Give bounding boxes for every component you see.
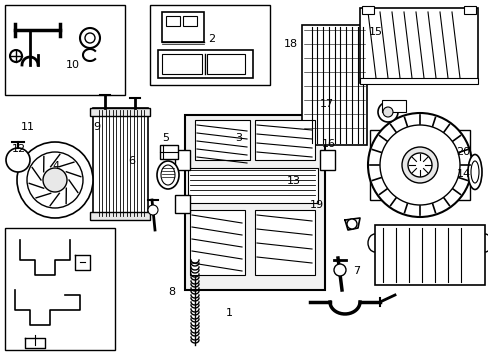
Bar [93, 108, 148, 218]
Text: 16: 16 [321, 139, 335, 149]
Bar [5, 5, 125, 95]
Bar [150, 5, 269, 85]
Ellipse shape [470, 161, 478, 183]
Bar [463, 6, 475, 14]
Circle shape [401, 147, 437, 183]
Text: 4: 4 [53, 161, 60, 171]
Text: 12: 12 [12, 144, 25, 154]
Text: 13: 13 [286, 176, 300, 186]
Bar [90, 212, 150, 220]
Bar [254, 120, 314, 160]
Bar [302, 25, 366, 145]
Circle shape [379, 125, 459, 205]
Bar [90, 108, 150, 116]
Circle shape [367, 113, 471, 217]
Bar [359, 8, 477, 83]
Text: 3: 3 [235, 132, 242, 143]
Text: 15: 15 [368, 27, 382, 37]
Bar [361, 6, 373, 14]
Bar [5, 228, 115, 350]
Circle shape [85, 33, 95, 43]
Bar [184, 115, 325, 290]
Circle shape [43, 168, 67, 192]
Ellipse shape [161, 165, 175, 185]
Text: 7: 7 [353, 266, 360, 276]
Text: 10: 10 [65, 60, 79, 70]
Text: 1: 1 [225, 308, 232, 318]
Text: 11: 11 [21, 122, 35, 132]
Bar [187, 168, 317, 203]
Circle shape [148, 205, 158, 215]
Text: 17: 17 [319, 99, 333, 109]
Bar [359, 78, 477, 84]
Circle shape [382, 107, 392, 117]
Bar [165, 16, 180, 26]
Text: 2: 2 [207, 33, 214, 44]
Circle shape [407, 153, 431, 177]
Text: 8: 8 [168, 287, 175, 297]
Circle shape [377, 102, 397, 122]
Bar [190, 210, 244, 275]
Ellipse shape [467, 154, 481, 189]
Bar [369, 130, 469, 200]
Ellipse shape [157, 161, 179, 189]
Circle shape [17, 142, 93, 218]
Bar [254, 210, 314, 275]
Text: 20: 20 [456, 147, 469, 157]
Text: 14: 14 [456, 168, 469, 179]
Bar [175, 195, 190, 213]
Text: 19: 19 [309, 200, 323, 210]
Bar [160, 145, 178, 159]
Bar [162, 12, 203, 42]
Bar [374, 225, 484, 285]
Circle shape [10, 50, 22, 62]
Text: 5: 5 [162, 132, 168, 143]
Bar [381, 100, 405, 112]
Text: 9: 9 [93, 122, 100, 132]
Text: 6: 6 [128, 156, 135, 166]
Bar [206, 54, 244, 74]
Circle shape [27, 152, 83, 208]
Bar [183, 16, 197, 26]
Bar [158, 50, 252, 78]
Circle shape [333, 264, 346, 276]
Text: 18: 18 [283, 39, 297, 49]
Bar [175, 150, 190, 170]
Bar [195, 120, 249, 160]
Circle shape [80, 28, 100, 48]
Bar [319, 150, 334, 170]
Bar [162, 54, 202, 74]
Circle shape [346, 219, 356, 229]
Circle shape [6, 148, 30, 172]
